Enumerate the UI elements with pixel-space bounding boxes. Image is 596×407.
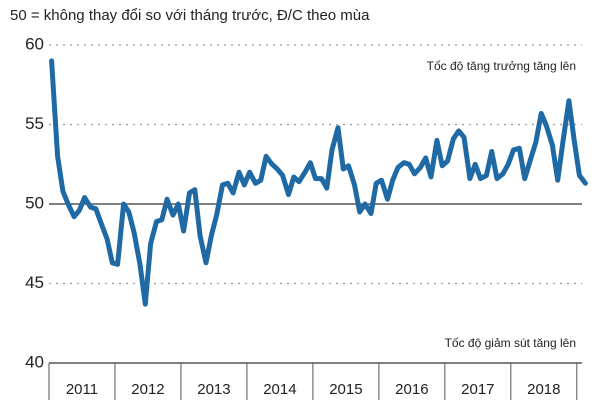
x-tick-label: 2018 — [527, 381, 560, 398]
x-tick-label: 2017 — [461, 381, 494, 398]
x-tick-label: 2016 — [395, 381, 428, 398]
data-line — [49, 58, 588, 307]
annotation: Tốc độ giảm sút tăng lên — [445, 336, 576, 350]
subtitle: 50 = không thay đổi so với tháng trước, … — [10, 7, 370, 24]
y-tick-label: 55 — [25, 114, 44, 133]
x-tick-label: 2011 — [66, 381, 98, 398]
y-tick-label: 40 — [25, 352, 44, 371]
x-tick-label: 2014 — [263, 381, 296, 398]
x-tick-label: 2012 — [131, 381, 164, 398]
annotation: Tốc độ tăng trưởng tăng lên — [427, 59, 576, 73]
y-tick-label: 45 — [25, 273, 44, 292]
x-tick-label: 2015 — [329, 381, 362, 398]
y-tick-label: 50 — [25, 193, 44, 212]
y-tick-label: 60 — [25, 34, 44, 53]
x-tick-label: 2013 — [197, 381, 230, 398]
